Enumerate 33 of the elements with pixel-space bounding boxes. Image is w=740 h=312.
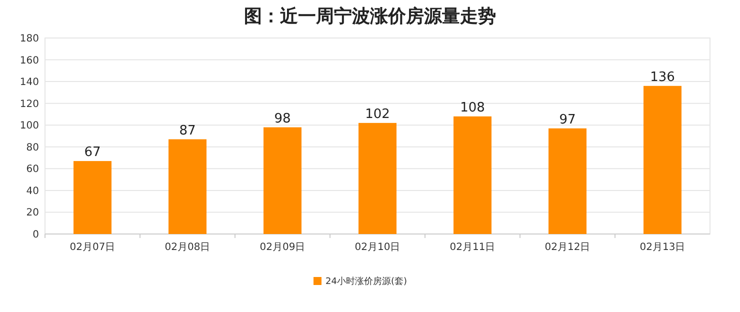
x-tick-label: 02月11日: [450, 242, 496, 253]
x-tick-label: 02月13日: [640, 242, 686, 253]
bar: [168, 139, 206, 234]
legend-label: 24小时涨价房源(套): [326, 276, 407, 287]
y-tick-label: 0: [32, 230, 39, 240]
bar: [644, 86, 682, 234]
y-tick-label: 180: [20, 34, 39, 44]
x-tick-label: 02月12日: [544, 242, 590, 253]
x-tick-label: 02月09日: [260, 242, 306, 253]
x-tick-label: 02月08日: [164, 242, 210, 253]
chart-title: 图：近一周宁波涨价房源量走势: [244, 6, 496, 27]
y-tick-label: 120: [20, 98, 39, 110]
x-tick-label: 02月07日: [70, 242, 116, 253]
data-label: 67: [84, 145, 101, 160]
y-tick-label: 80: [26, 142, 39, 154]
data-label: 136: [650, 70, 675, 85]
data-label: 102: [365, 106, 390, 122]
y-tick-label: 160: [20, 55, 39, 66]
x-tick-label: 02月10日: [354, 242, 400, 253]
y-tick-label: 20: [26, 208, 39, 219]
bar: [264, 127, 302, 234]
bar: [548, 128, 586, 234]
data-label: 108: [460, 100, 485, 116]
y-tick-label: 100: [20, 120, 39, 132]
data-label: 87: [179, 123, 196, 138]
bar: [454, 116, 492, 234]
y-tick-label: 40: [26, 186, 39, 197]
y-tick-label: 60: [26, 164, 39, 176]
bar: [358, 122, 396, 234]
y-tick-label: 140: [20, 77, 39, 88]
data-label: 98: [274, 111, 291, 126]
data-label: 97: [559, 112, 576, 128]
bar: [74, 161, 112, 234]
